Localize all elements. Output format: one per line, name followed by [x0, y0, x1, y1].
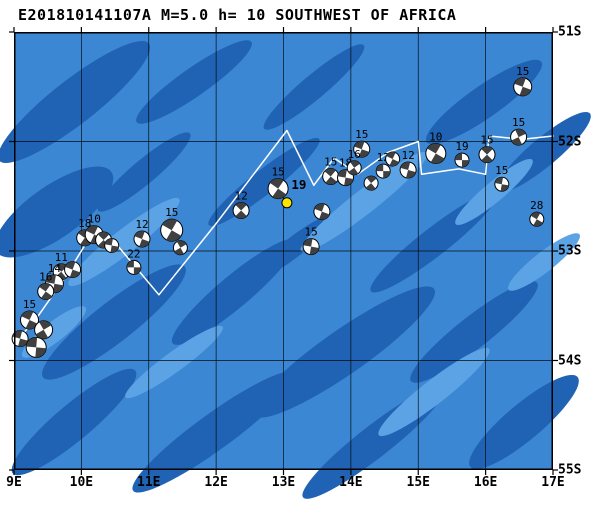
focal-mechanism-beachball: 15 [353, 128, 371, 158]
bathymetry-patch [42, 264, 186, 380]
focal-mechanism-beachball: 15 [478, 134, 496, 164]
lat-axis-label: 53S [558, 243, 582, 259]
focal-mechanism-beachball: 15 [322, 156, 340, 185]
focal-mechanism-beachball: 28 [529, 199, 545, 227]
depth-label: 15 [23, 298, 36, 311]
depth-label: 15 [165, 206, 178, 219]
focal-mechanism-beachball [313, 203, 331, 221]
bathymetry-patch [0, 40, 151, 164]
lat-axis-label: 54S [558, 353, 582, 368]
bathymetry-patch [263, 44, 365, 130]
depth-label: 15 [355, 128, 368, 141]
bathymetry-patch [469, 374, 579, 470]
map-frame [14, 32, 553, 470]
depth-label: 16 [39, 271, 52, 284]
focal-mechanism-beachball: 10 [425, 131, 447, 164]
lon-axis-label: 12E [204, 475, 228, 490]
lon-axis-label: 17E [541, 475, 565, 490]
focal-mechanism-beachball: 15 [302, 226, 320, 256]
focal-mechanism-beachball: 15 [510, 116, 528, 146]
depth-label: 18 [78, 217, 91, 230]
lat-axis-label: 51S [558, 24, 582, 40]
lon-axis-label: 16E [473, 475, 498, 490]
focal-mechanism-beachball [64, 261, 82, 279]
depth-label: 12 [401, 149, 414, 162]
depth-label: 15 [516, 65, 529, 78]
bathymetry-patch [410, 281, 538, 383]
lat-axis-label: 55S [558, 462, 582, 478]
focal-mechanism-beachball: 15 [160, 206, 184, 242]
depth-label: 10 [88, 213, 101, 226]
event-depth-label: 19 [291, 177, 306, 192]
bathymetry-patch [136, 40, 252, 124]
frame-ticks [9, 27, 558, 475]
focal-mechanism-beachball: 16 [37, 271, 55, 300]
focal-mechanism-beachball: 15 [513, 65, 533, 97]
focal-mechanism-beachball: 18 [337, 157, 354, 187]
focal-mechanism-beachball [104, 238, 120, 253]
focal-mechanism-beachball: 12 [399, 149, 417, 179]
depth-label: 10 [429, 131, 442, 144]
bathymetry-texture [0, 40, 591, 499]
depth-label: 15 [480, 134, 493, 147]
lat-axis-label: 52S [558, 134, 582, 149]
focal-mechanism-beachball [11, 330, 29, 348]
bathymetry-patch [425, 59, 543, 145]
focal-mechanism-beachball: 12 [232, 190, 250, 219]
lon-axis-label: 10E [69, 475, 94, 490]
depth-label: 28 [530, 199, 543, 212]
focal-mechanism-beachball: 15 [267, 166, 289, 200]
focal-mechanism-beachball [172, 240, 188, 256]
focal-mechanism-beachball: 14 [44, 262, 64, 294]
lon-axis-label: 9E [6, 475, 22, 490]
bathymetry-patch [97, 132, 191, 212]
lon-axis-label: 14E [339, 475, 363, 490]
focal-mechanism-beachball [385, 151, 401, 167]
bathymetry-patch [253, 286, 435, 418]
bathymetry-patch [0, 166, 114, 258]
map-title: E201810141107A M=5.0 h= 10 SOUTHWEST OF … [18, 6, 457, 24]
bathymetry-patch [508, 233, 580, 291]
depth-label: 15 [324, 156, 337, 169]
focal-mechanism-beachball: 15 [20, 298, 39, 330]
focal-mechanism-beachball [363, 175, 379, 191]
focal-mechanism-beachball: 12 [133, 218, 151, 248]
depth-label: 12 [135, 218, 148, 231]
focal-mechanism-beachball: 19 [454, 140, 470, 168]
event-epicenter-dot [281, 197, 293, 209]
event-marker: 19 [281, 177, 306, 209]
lon-axis-label: 11E [137, 475, 161, 490]
depth-label: 19 [455, 140, 468, 153]
bathymetry-patch [378, 347, 490, 437]
focal-mechanism-beachball [34, 320, 54, 340]
depth-label: 15 [304, 226, 317, 239]
lon-axis-label: 13E [271, 475, 296, 490]
bathymetry-patch [68, 197, 180, 287]
focal-mechanism-beachball [25, 336, 47, 358]
focal-mechanism-beachball: 15 [494, 164, 510, 192]
depth-label: 11 [55, 251, 68, 264]
bathymetry-patch [300, 151, 428, 253]
depth-label: 15 [271, 166, 284, 179]
depth-label: 15 [512, 116, 525, 129]
lon-axis-label: 15E [406, 475, 430, 490]
depth-label: 14 [48, 262, 62, 275]
bathymetry-patch [132, 371, 296, 493]
focal-mechanism-beachball: 22 [126, 247, 142, 275]
bathymetry-patch [125, 325, 223, 399]
depth-label: 16 [348, 148, 361, 161]
depth-label: 22 [127, 247, 140, 260]
bathymetry-patch [11, 368, 137, 476]
depth-label: 15 [495, 164, 508, 177]
bathymetry-patch [455, 158, 533, 226]
graticule [14, 32, 553, 470]
focal-mechanism-beachball: 16 [346, 148, 362, 176]
depth-label: 12 [234, 190, 247, 203]
